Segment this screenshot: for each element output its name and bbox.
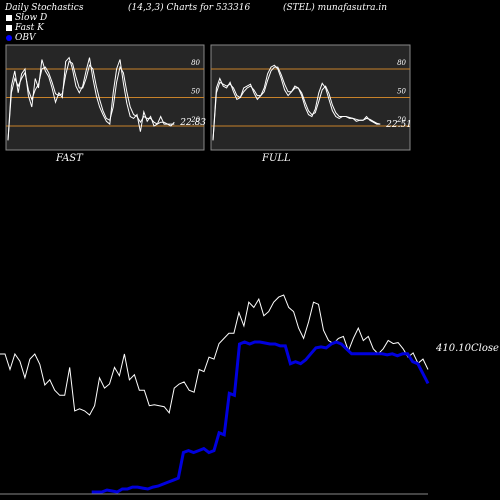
close-price-value: 410.10 xyxy=(436,343,471,354)
panel-title-fast: FAST xyxy=(56,153,83,164)
chart-title: Daily Stochastics xyxy=(5,3,84,13)
legend-swatch xyxy=(6,15,12,21)
chart-source: (STEL) munafasutra.in xyxy=(283,3,388,13)
legend-swatch xyxy=(6,25,12,31)
legend-label: Fast K xyxy=(15,23,44,33)
y-tick-label: 80 xyxy=(397,59,406,67)
price-label: 410.10Close xyxy=(436,343,499,354)
y-tick-label: 20 xyxy=(396,116,406,124)
legend-item-obv: OBV xyxy=(6,33,36,43)
legend-item-fast-k: Fast K xyxy=(6,23,44,33)
y-tick-label: 20 xyxy=(190,116,200,124)
legend-label: OBV xyxy=(15,33,36,43)
legend-swatch xyxy=(6,35,12,41)
y-tick-label: 50 xyxy=(397,88,406,96)
fast-series-line-slow-d xyxy=(7,60,175,141)
full-series-line-slow-d xyxy=(212,66,381,141)
chart-params: (14,3,3) Charts for 533316 xyxy=(128,3,251,13)
y-tick-label: 50 xyxy=(191,88,200,96)
fast-series-line-fast-k xyxy=(7,56,175,141)
y-tick-label: 80 xyxy=(191,59,200,67)
close-price-line xyxy=(0,294,429,416)
last-value-label: 22.51 xyxy=(385,120,412,130)
obv-line xyxy=(91,340,430,494)
panel-title-full: FULL xyxy=(262,153,291,164)
legend-label: Slow D xyxy=(15,13,48,23)
legend-item-slow-d: Slow D xyxy=(6,13,47,23)
last-value-label: 22.83 xyxy=(179,118,206,128)
close-price-suffix: Close xyxy=(471,343,499,354)
